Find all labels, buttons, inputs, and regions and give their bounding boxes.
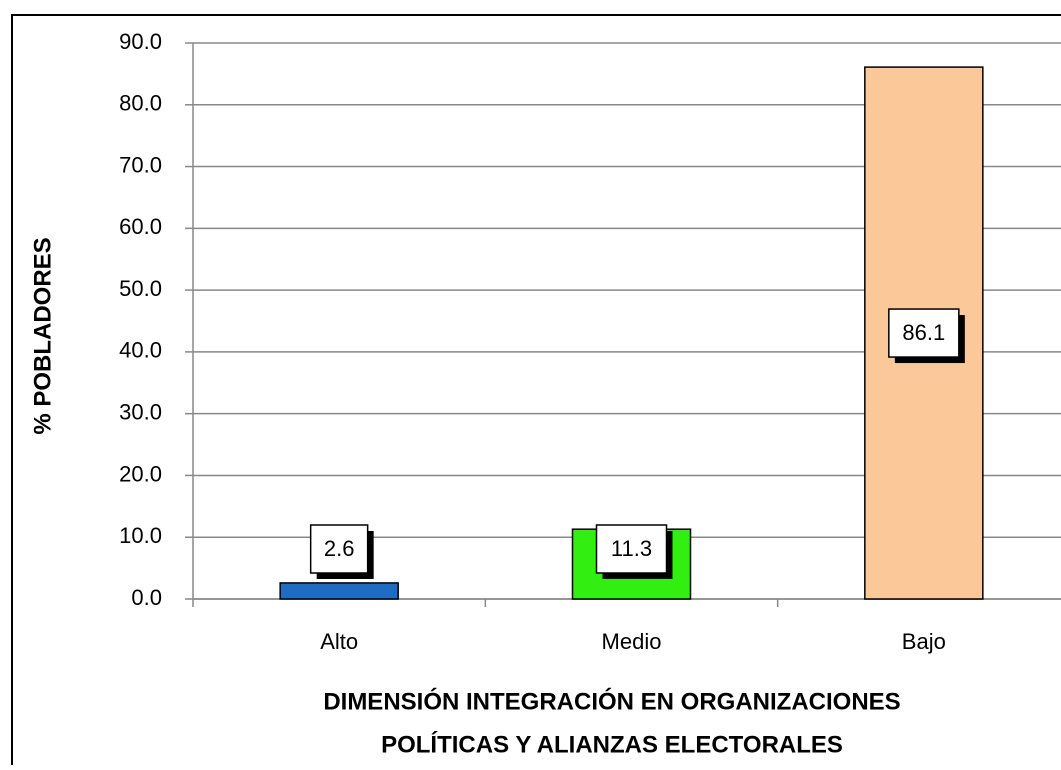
y-tick-label: 50.0: [119, 276, 162, 301]
x-axis-title: DIMENSIÓN INTEGRACIÓN EN ORGANIZACIONES: [323, 687, 900, 715]
y-tick-label: 40.0: [119, 338, 162, 363]
y-tick-label: 90.0: [119, 29, 162, 54]
bar: [279, 582, 399, 600]
y-tick-label: 30.0: [119, 399, 162, 424]
y-tick-label: 10.0: [119, 523, 162, 548]
x-tick-label: Alto: [320, 629, 358, 654]
y-tick-label: 0.0: [131, 585, 162, 610]
x-tick-label: Bajo: [902, 629, 946, 654]
y-tick-label: 60.0: [119, 214, 162, 239]
y-tick-label: 20.0: [119, 461, 162, 486]
data-label-box: [595, 524, 668, 574]
y-tick-label: 70.0: [119, 152, 162, 177]
x-tick-label: Medio: [602, 629, 662, 654]
data-label: 2.6: [324, 536, 355, 561]
x-axis-title: POLÍTICAS Y ALIANZAS ELECTORALES: [381, 730, 843, 758]
y-tick-label: 80.0: [119, 91, 162, 116]
data-label-box: [309, 524, 369, 574]
data-label-box: [888, 308, 960, 358]
data-label: 86.1: [902, 320, 945, 345]
data-label: 11.3: [611, 536, 652, 561]
y-axis-title: % POBLADORES: [29, 237, 56, 434]
